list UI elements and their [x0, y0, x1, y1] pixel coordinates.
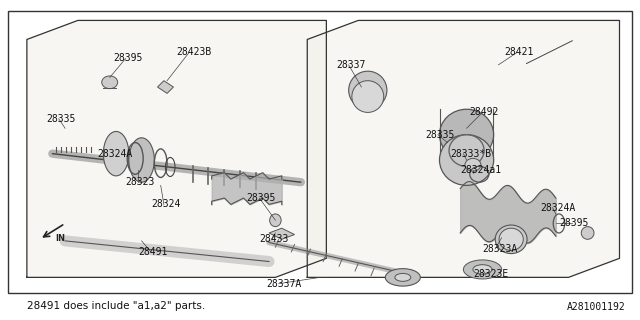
Text: 28324A: 28324A [540, 203, 575, 212]
Text: 28335: 28335 [425, 130, 454, 140]
Text: 28395: 28395 [113, 53, 142, 63]
Text: 28423B: 28423B [177, 47, 212, 57]
Polygon shape [269, 228, 294, 239]
Ellipse shape [463, 260, 502, 279]
Text: 28324: 28324 [151, 199, 180, 209]
Text: A281001192: A281001192 [567, 302, 626, 312]
Polygon shape [157, 81, 173, 93]
Text: 28491: 28491 [138, 247, 168, 257]
Ellipse shape [473, 265, 492, 274]
Ellipse shape [103, 132, 129, 176]
Text: 28433: 28433 [259, 234, 289, 244]
Ellipse shape [349, 71, 387, 109]
Text: 28335: 28335 [46, 114, 76, 124]
Ellipse shape [102, 76, 118, 89]
Text: 28323A: 28323A [483, 244, 518, 254]
Ellipse shape [495, 225, 527, 253]
Ellipse shape [440, 135, 493, 185]
Polygon shape [27, 20, 326, 277]
Text: 28492: 28492 [470, 108, 499, 117]
Text: 28333*B: 28333*B [451, 149, 492, 159]
Text: 28337: 28337 [336, 60, 365, 70]
Polygon shape [307, 20, 620, 277]
Text: 28323E: 28323E [473, 269, 508, 279]
Ellipse shape [385, 269, 420, 286]
Text: 28395: 28395 [559, 219, 588, 228]
Ellipse shape [499, 228, 524, 251]
Text: 28324a1: 28324a1 [460, 164, 501, 174]
Ellipse shape [465, 158, 481, 171]
Ellipse shape [129, 138, 154, 182]
Text: 28323: 28323 [125, 177, 155, 187]
Ellipse shape [440, 109, 493, 160]
Ellipse shape [352, 81, 384, 112]
Ellipse shape [581, 227, 594, 239]
Text: IN: IN [56, 234, 65, 243]
Text: 28491 does include "a1,a2" parts.: 28491 does include "a1,a2" parts. [27, 301, 205, 311]
Text: 28337A: 28337A [266, 279, 301, 289]
Ellipse shape [269, 214, 281, 227]
Ellipse shape [395, 273, 411, 281]
Text: 28324A: 28324A [97, 149, 132, 159]
Text: 28395: 28395 [246, 193, 276, 203]
Text: 28421: 28421 [505, 47, 534, 57]
